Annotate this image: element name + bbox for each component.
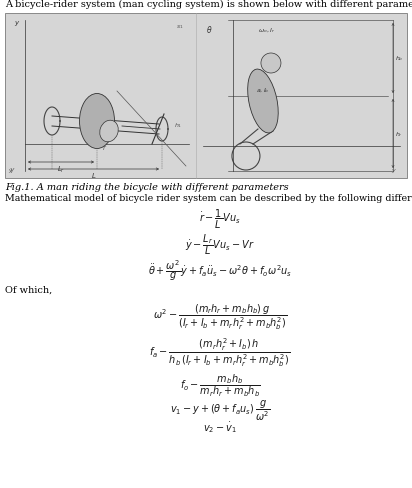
Text: $y$: $y$ [8,167,14,175]
Text: $\theta$: $\theta$ [206,24,213,35]
Text: $\omega^2 - \dfrac{(m_r h_r + m_b h_b)\,g}{(I_r + I_b + m_r h_r^2 + m_b h_b^2)}$: $\omega^2 - \dfrac{(m_r h_r + m_b h_b)\,… [153,302,287,331]
Text: $a, I_b$: $a, I_b$ [256,86,269,95]
Text: $s_1$: $s_1$ [176,23,184,31]
Circle shape [261,54,281,74]
Text: $\dot{y} - \dfrac{L_r}{L}Vu_s - Vr$: $\dot{y} - \dfrac{L_r}{L}Vu_s - Vr$ [185,231,255,256]
Text: $\ddot{\theta} + \dfrac{\omega^2}{g}\dot{y} + f_a\ddot{u}_s - \omega^2\theta + f: $\ddot{\theta} + \dfrac{\omega^2}{g}\dot… [148,258,292,282]
Text: $L_r$: $L_r$ [57,164,65,174]
Text: $r$: $r$ [102,142,107,152]
Ellipse shape [100,121,118,142]
Text: Mathematical model of bicycle rider system can be described by the following dif: Mathematical model of bicycle rider syst… [5,194,412,203]
Text: $\dot{r} - \dfrac{1}{L}Vu_s$: $\dot{r} - \dfrac{1}{L}Vu_s$ [199,207,241,230]
Text: $f_o - \dfrac{m_b h_b}{m_r h_r + m_b h_b}$: $f_o - \dfrac{m_b h_b}{m_r h_r + m_b h_b… [180,371,260,398]
Text: $L$: $L$ [91,171,96,180]
Text: $y$: $y$ [14,19,20,28]
Ellipse shape [80,94,115,149]
Text: A bicycle-rider system (man cycling system) is shown below with different parame: A bicycle-rider system (man cycling syst… [5,0,412,9]
Text: $h_1$: $h_1$ [174,121,182,130]
Text: $\omega_o, I_r$: $\omega_o, I_r$ [258,26,275,35]
Text: $y$: $y$ [391,167,397,175]
Text: $f_a - \dfrac{(m_r h_r^2 + I_b)\,h}{h_b\,(I_r + I_b + m_r h_r^2 + m_b h_b^2)}$: $f_a - \dfrac{(m_r h_r^2 + I_b)\,h}{h_b\… [150,335,290,368]
Text: $h_b$: $h_b$ [395,55,403,63]
Ellipse shape [248,70,278,134]
Text: $v_1 - y + (\theta + f_a u_s)\,\dfrac{g}{\omega^2}$: $v_1 - y + (\theta + f_a u_s)\,\dfrac{g}… [170,397,270,422]
Text: $h_r$: $h_r$ [395,130,403,139]
Text: $v_2 - \dot{v}_1$: $v_2 - \dot{v}_1$ [203,419,237,434]
Text: Of which,: Of which, [5,285,52,294]
Text: Fig.1. A man riding the bicycle with different parameters: Fig.1. A man riding the bicycle with dif… [5,183,289,192]
Bar [5,14,407,179]
Text: $\gamma$: $\gamma$ [9,165,16,175]
